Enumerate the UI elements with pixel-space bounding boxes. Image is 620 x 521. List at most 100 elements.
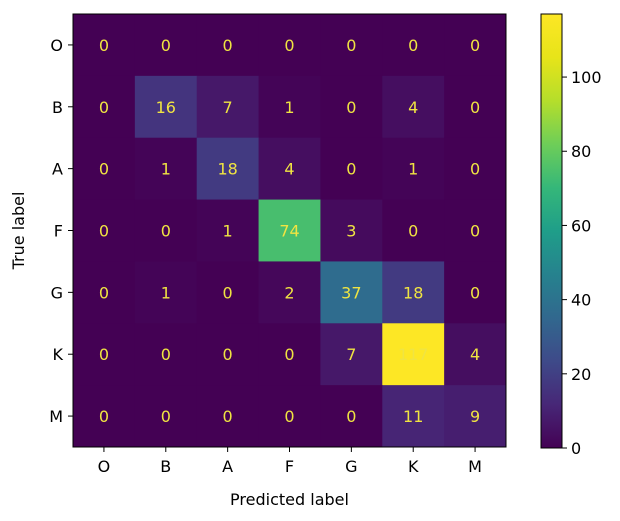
heatmap-cell-F-K bbox=[382, 199, 445, 262]
heatmap-cell-F-A bbox=[196, 199, 260, 262]
cell-value-label: 0 bbox=[161, 222, 171, 241]
cell-value-label: 0 bbox=[161, 407, 171, 426]
heatmap-cell-G-F bbox=[258, 261, 321, 324]
y-axis-label: True label bbox=[9, 192, 28, 271]
heatmap-cell-G-O bbox=[73, 261, 136, 324]
cell-value-label: 3 bbox=[346, 222, 356, 241]
heatmap-cell-M-G bbox=[320, 385, 383, 448]
colorbar-tick-label: 0 bbox=[571, 439, 581, 458]
heatmap-cell-A-O bbox=[73, 137, 136, 201]
x-tick-label: F bbox=[285, 457, 294, 476]
heatmap-cell-A-F bbox=[258, 137, 321, 201]
heatmap-cell-K-O bbox=[73, 323, 136, 386]
colorbar-tick-label: 20 bbox=[571, 365, 591, 384]
cell-value-label: 0 bbox=[408, 36, 418, 55]
heatmap-cell-B-K bbox=[382, 75, 445, 139]
x-tick-label: O bbox=[98, 457, 111, 476]
cell-value-label: 0 bbox=[99, 222, 109, 241]
cell-value-label: 0 bbox=[470, 160, 480, 179]
cell-value-label: 0 bbox=[346, 160, 356, 179]
heatmap-cell-K-B bbox=[134, 323, 198, 386]
y-tick-label: M bbox=[49, 407, 63, 426]
cell-value-label: 0 bbox=[99, 160, 109, 179]
x-tick-label: G bbox=[345, 457, 357, 476]
cell-value-label: 1 bbox=[284, 98, 294, 117]
heatmap-cell-A-A bbox=[196, 137, 260, 201]
cell-value-label: 0 bbox=[408, 222, 418, 241]
cell-value-label: 7 bbox=[346, 345, 356, 364]
cell-value-label: 0 bbox=[161, 345, 171, 364]
colorbar-tick-label: 80 bbox=[571, 142, 591, 161]
heatmap-cell-M-M bbox=[444, 385, 507, 448]
cell-value-label: 0 bbox=[470, 222, 480, 241]
heatmap-cell-K-F bbox=[258, 323, 321, 386]
y-axis-ticks: O B A F G K M bbox=[49, 36, 73, 426]
heatmap-cell-O-O bbox=[73, 14, 136, 77]
heatmap-cell-G-A bbox=[196, 261, 260, 324]
y-tick-label: O bbox=[50, 36, 63, 55]
heatmap-cell-G-G bbox=[320, 261, 383, 324]
heatmap-cell-M-K bbox=[382, 385, 445, 448]
cell-value-label: 0 bbox=[99, 407, 109, 426]
heatmap-cell-A-M bbox=[444, 137, 507, 201]
cell-value-label: 0 bbox=[470, 36, 480, 55]
cell-value-label: 0 bbox=[223, 345, 233, 364]
heatmap-cell-F-F bbox=[258, 199, 321, 262]
heatmap-cell-O-G bbox=[320, 14, 383, 77]
heatmap-cell-M-F bbox=[258, 385, 321, 448]
cell-value-label: 74 bbox=[279, 222, 299, 241]
y-tick-label: F bbox=[54, 222, 63, 241]
cell-value-label: 37 bbox=[341, 283, 361, 302]
heatmap-cell-G-M bbox=[444, 261, 507, 324]
heatmap-cell-O-A bbox=[196, 14, 260, 77]
heatmap-cell-K-G bbox=[320, 323, 383, 386]
cell-value-label: 7 bbox=[223, 98, 233, 117]
heatmap-cell-F-O bbox=[73, 199, 136, 262]
cell-value-label: 0 bbox=[223, 407, 233, 426]
heatmap-cell-B-G bbox=[320, 75, 383, 139]
x-tick-label: K bbox=[408, 457, 419, 476]
heatmap-cell-G-K bbox=[382, 261, 445, 324]
heatmap-cell-G-B bbox=[134, 261, 198, 324]
colorbar-tick-label: 100 bbox=[571, 68, 602, 87]
cell-value-label: 0 bbox=[99, 283, 109, 302]
heatmap-cell-F-M bbox=[444, 199, 507, 262]
cell-value-label: 9 bbox=[470, 407, 480, 426]
cell-value-label: 1 bbox=[223, 222, 233, 241]
cell-value-label: 0 bbox=[284, 407, 294, 426]
heatmap-cell-A-B bbox=[134, 137, 198, 201]
cell-value-label: 0 bbox=[161, 36, 171, 55]
cell-value-label: 2 bbox=[284, 283, 294, 302]
cell-value-label: 0 bbox=[99, 36, 109, 55]
heatmap-cell-K-K bbox=[382, 323, 445, 386]
cell-value-label: 1 bbox=[161, 283, 171, 302]
heatmap-cell-F-G bbox=[320, 199, 383, 262]
heatmap-cell-labels: 0 0 0 0 0 0 00 16 7 1 0 4 00 1 18 4 0 1 00 0 1 74 3 0 00 1 0 2 37 18 0… bbox=[99, 36, 480, 426]
heatmap-cell-B-M bbox=[444, 75, 507, 139]
heatmap-cell-O-B bbox=[134, 14, 198, 77]
cell-value-label: 0 bbox=[470, 283, 480, 302]
cell-value-label: 0 bbox=[346, 36, 356, 55]
heatmap-cell-O-K bbox=[382, 14, 445, 77]
heatmap-cell-F-B bbox=[134, 199, 198, 262]
y-tick-label: K bbox=[53, 345, 64, 364]
cell-value-label: 4 bbox=[284, 160, 294, 179]
heatmap-cell-A-G bbox=[320, 137, 383, 201]
colorbar-tick-label: 60 bbox=[571, 216, 591, 235]
x-tick-label: M bbox=[468, 457, 482, 476]
cell-value-label: 4 bbox=[408, 98, 418, 117]
heatmap-cell-B-B bbox=[134, 75, 198, 139]
y-tick-label: B bbox=[52, 98, 63, 117]
heatmap-cell-B-O bbox=[73, 75, 136, 139]
cell-value-label: 0 bbox=[223, 36, 233, 55]
cell-value-label: 0 bbox=[99, 345, 109, 364]
cell-value-label: 1 bbox=[161, 160, 171, 179]
cell-value-label: 117 bbox=[398, 345, 429, 364]
cell-value-label: 0 bbox=[223, 283, 233, 302]
colorbar-tick-label: 40 bbox=[571, 291, 591, 310]
colorbar bbox=[540, 13, 563, 449]
heatmap-cell-B-A bbox=[196, 75, 260, 139]
cell-value-label: 0 bbox=[346, 98, 356, 117]
